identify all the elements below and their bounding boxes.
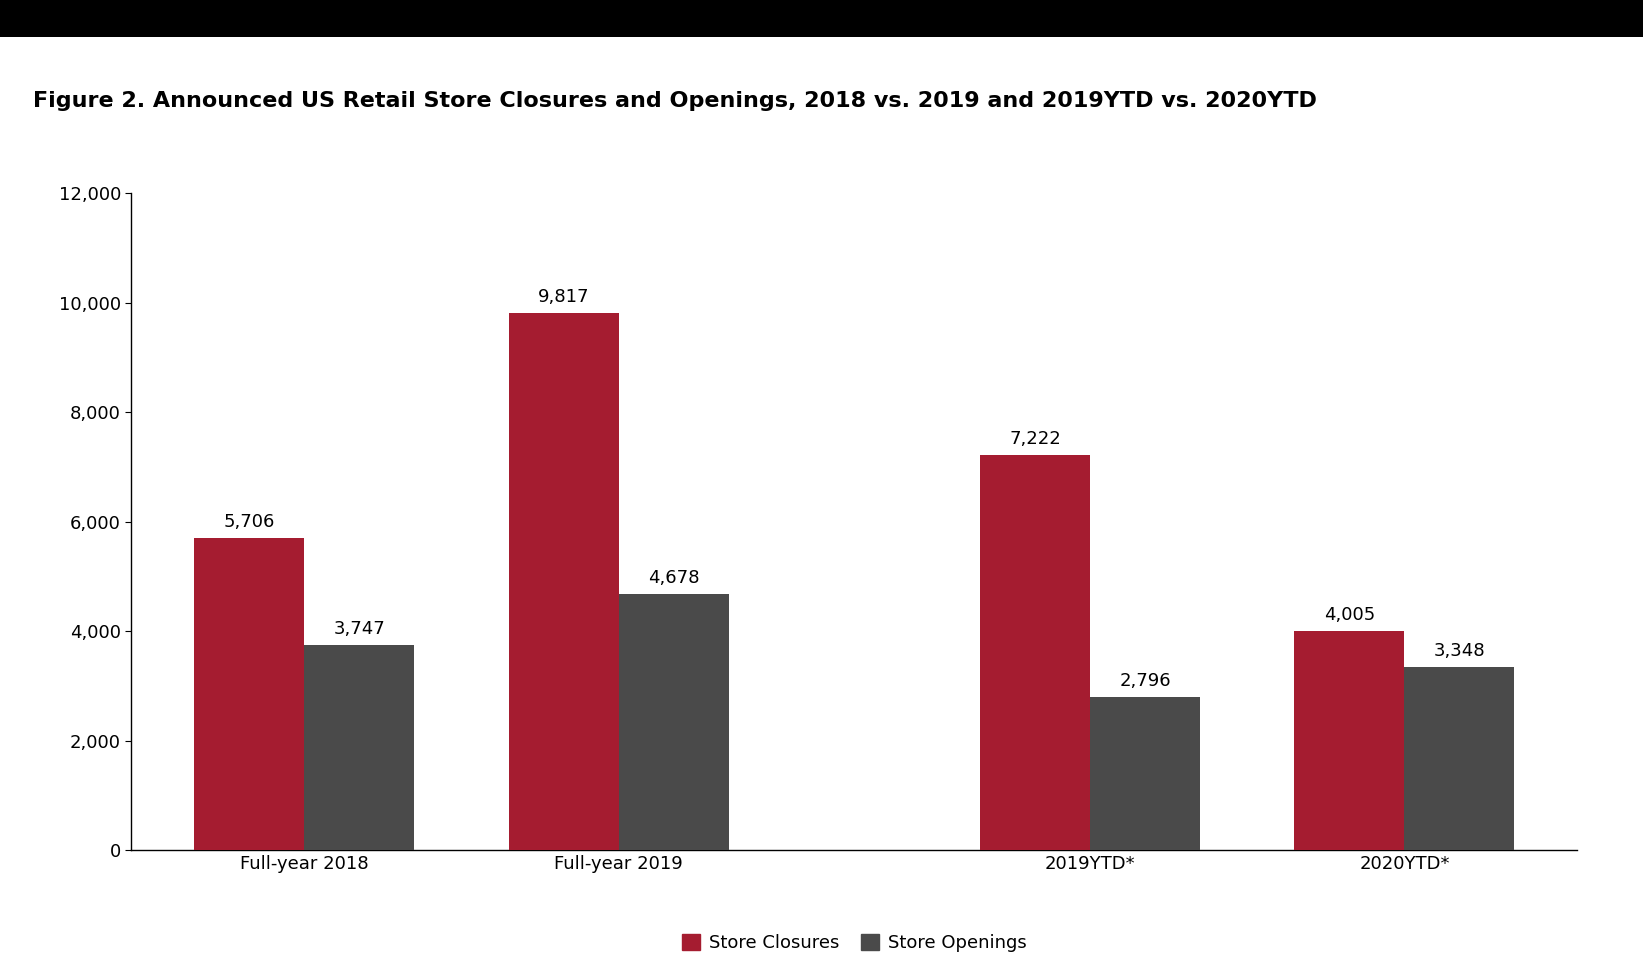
Text: 4,005: 4,005 — [1324, 606, 1375, 624]
Text: 2,796: 2,796 — [1119, 672, 1171, 690]
Bar — [981, 455, 1089, 850]
Text: 5,706: 5,706 — [223, 513, 274, 530]
Bar — [1089, 697, 1199, 850]
Text: 3,747: 3,747 — [334, 620, 384, 638]
Bar — [194, 538, 304, 850]
Bar — [619, 594, 728, 850]
Text: Figure 2. Announced US Retail Store Closures and Openings, 2018 vs. 2019 and 201: Figure 2. Announced US Retail Store Clos… — [33, 92, 1316, 111]
Bar — [509, 313, 619, 850]
Legend: Store Closures, Store Openings: Store Closures, Store Openings — [675, 926, 1033, 959]
Text: 3,348: 3,348 — [1434, 641, 1485, 660]
Bar — [1405, 667, 1515, 850]
Text: 4,678: 4,678 — [647, 569, 700, 587]
Bar — [1295, 631, 1405, 850]
Text: 9,817: 9,817 — [537, 288, 590, 305]
Bar — [304, 645, 414, 850]
Text: 7,222: 7,222 — [1009, 430, 1061, 447]
